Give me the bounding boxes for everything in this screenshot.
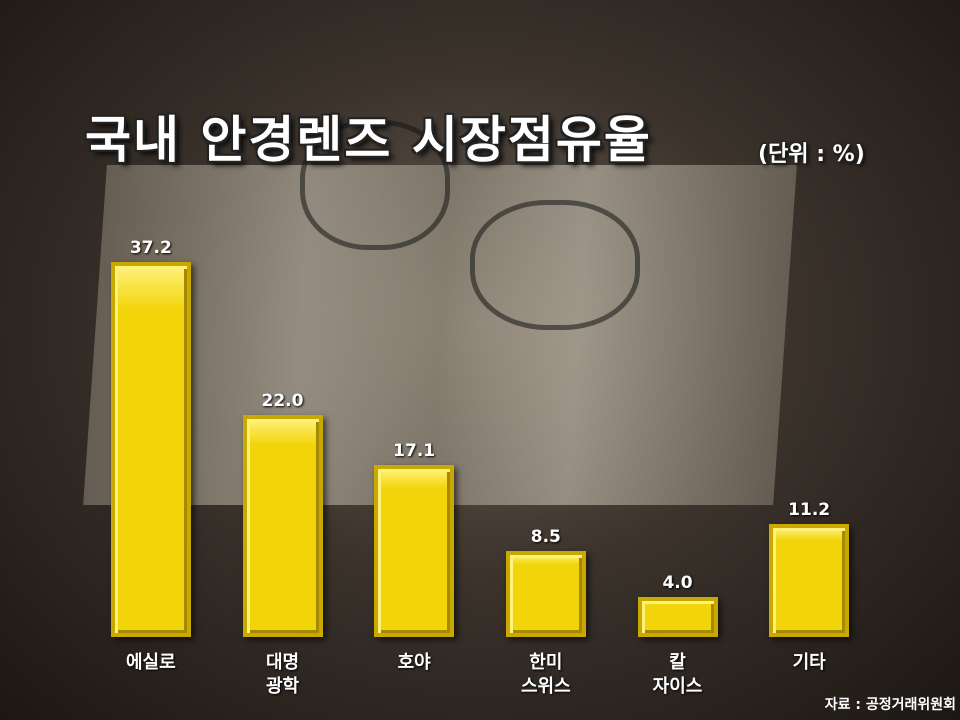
value-label: 37.2 xyxy=(129,238,172,258)
bar xyxy=(374,464,455,637)
value-label: 8.5 xyxy=(530,527,561,548)
value-label: 22.0 xyxy=(261,391,304,412)
value-label: 17.1 xyxy=(393,440,436,461)
bar xyxy=(242,415,323,637)
value-label: 11.2 xyxy=(788,500,831,521)
chart-subtitle: (단위 : %) xyxy=(758,142,865,167)
chart-title: 국내 안경렌즈 시장점유율 xyxy=(85,111,652,169)
x-tick-label: 기타 xyxy=(792,652,826,673)
x-tick-label: 한미 스위스 xyxy=(520,652,571,697)
bar xyxy=(769,524,850,637)
x-tick-label: 에실로 xyxy=(125,652,176,673)
bar xyxy=(505,551,586,637)
background-glasses xyxy=(300,120,450,250)
bar xyxy=(110,262,191,637)
bar xyxy=(637,596,718,637)
value-label: 4.0 xyxy=(662,572,693,593)
source-note: 자료 : 공정거래위원회 xyxy=(824,697,956,713)
background-glasses xyxy=(470,200,640,330)
x-tick-label: 대명 광학 xyxy=(265,652,300,697)
x-tick-label: 칼 자이스 xyxy=(652,652,703,697)
x-tick-label: 호야 xyxy=(397,652,431,673)
